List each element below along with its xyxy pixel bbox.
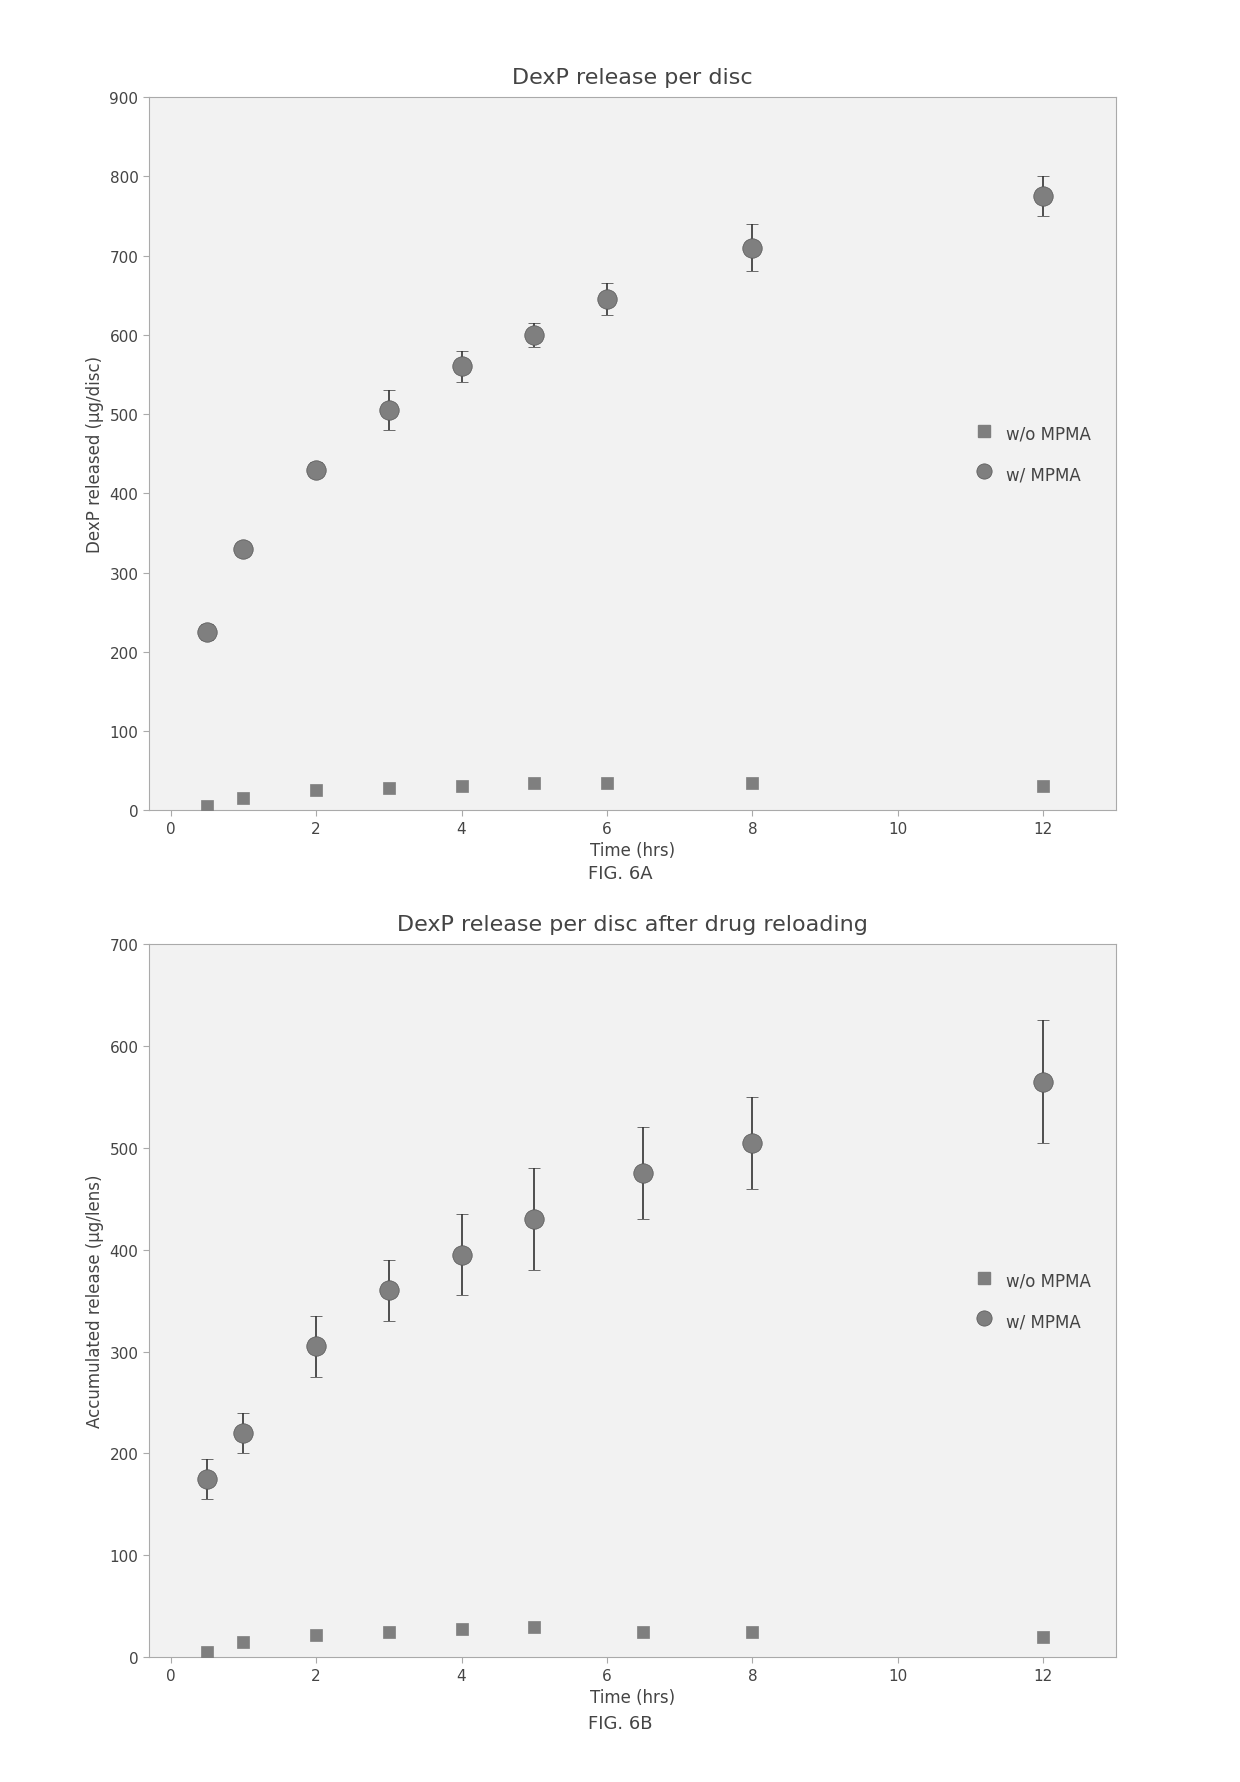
Legend: w/o MPMA, w/ MPMA: w/o MPMA, w/ MPMA: [960, 1255, 1107, 1347]
Title: DexP release per disc after drug reloading: DexP release per disc after drug reloadi…: [397, 914, 868, 934]
Text: FIG. 6A: FIG. 6A: [588, 864, 652, 882]
Title: DexP release per disc: DexP release per disc: [512, 68, 753, 87]
X-axis label: Time (hrs): Time (hrs): [590, 1688, 675, 1705]
Y-axis label: Accumulated release (μg/lens): Accumulated release (μg/lens): [86, 1174, 104, 1427]
Text: FIG. 6B: FIG. 6B: [588, 1714, 652, 1732]
Legend: w/o MPMA, w/ MPMA: w/o MPMA, w/ MPMA: [960, 408, 1107, 501]
Y-axis label: DexP released (μg/disc): DexP released (μg/disc): [86, 356, 104, 552]
X-axis label: Time (hrs): Time (hrs): [590, 841, 675, 859]
